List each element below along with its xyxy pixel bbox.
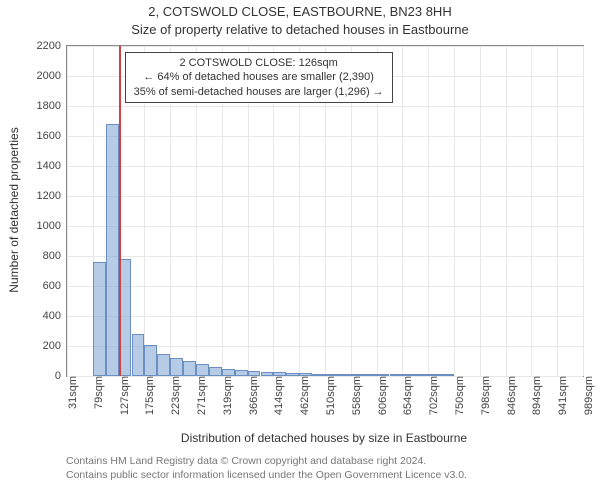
gridline-v: [531, 46, 532, 376]
gridline-v: [67, 46, 68, 376]
y-tick-label: 600: [43, 280, 67, 292]
y-tick-label: 400: [43, 310, 67, 322]
x-axis-title: Distribution of detached houses by size …: [181, 431, 467, 445]
x-tick-label: 31sqm: [63, 376, 79, 409]
histogram-bar: [106, 124, 119, 376]
y-tick-label: 1400: [37, 160, 67, 172]
y-tick-label: 1200: [37, 190, 67, 202]
histogram-bar: [157, 354, 170, 377]
histogram-bar: [183, 361, 196, 376]
footer-attribution: Contains HM Land Registry data © Crown c…: [66, 455, 467, 482]
histogram-bar: [312, 374, 325, 376]
x-tick-label: 702sqm: [424, 376, 440, 415]
x-tick-label: 79sqm: [89, 376, 105, 409]
plot-area: 0200400600800100012001400160018002000220…: [66, 45, 584, 377]
histogram-bar: [338, 374, 351, 376]
x-tick-label: 798sqm: [476, 376, 492, 415]
annotation-line1: 2 COTSWOLD CLOSE: 126sqm: [179, 57, 337, 69]
x-tick-label: 319sqm: [218, 376, 234, 415]
y-tick-label: 800: [43, 250, 67, 262]
gridline-v: [557, 46, 558, 376]
x-tick-label: 846sqm: [502, 376, 518, 415]
x-tick-label: 366sqm: [244, 376, 260, 415]
y-tick-label: 2200: [37, 40, 67, 52]
x-tick-label: 606sqm: [373, 376, 389, 415]
chart-container: { "titles": { "line1": "2, COTSWOLD CLOS…: [0, 0, 600, 500]
histogram-bar: [93, 262, 106, 376]
histogram-bar: [144, 345, 157, 377]
histogram-bar: [402, 374, 415, 376]
histogram-bar: [415, 374, 428, 376]
x-tick-label: 558sqm: [347, 376, 363, 415]
gridline-v: [480, 46, 481, 376]
histogram-bar: [390, 374, 403, 376]
histogram-bar: [170, 358, 183, 376]
y-tick-label: 200: [43, 340, 67, 352]
y-tick-label: 1600: [37, 130, 67, 142]
histogram-bar: [428, 374, 441, 376]
x-tick-label: 223sqm: [166, 376, 182, 415]
histogram-bar: [299, 373, 312, 376]
histogram-bar: [261, 372, 274, 377]
x-tick-label: 750sqm: [450, 376, 466, 415]
x-tick-label: 462sqm: [295, 376, 311, 415]
x-tick-label: 127sqm: [115, 376, 131, 415]
histogram-bar: [286, 373, 299, 376]
histogram-bar: [209, 367, 222, 376]
y-tick-label: 2000: [37, 70, 67, 82]
chart-subtitle: Size of property relative to detached ho…: [0, 22, 600, 37]
chart-title-address: 2, COTSWOLD CLOSE, EASTBOURNE, BN23 8HH: [0, 4, 600, 19]
x-tick-label: 654sqm: [398, 376, 414, 415]
x-tick-label: 175sqm: [140, 376, 156, 415]
x-tick-label: 941sqm: [553, 376, 569, 415]
histogram-bar: [248, 371, 261, 376]
gridline-v: [428, 46, 429, 376]
histogram-bar: [132, 334, 145, 376]
histogram-bar: [235, 370, 248, 376]
histogram-bar: [196, 364, 209, 376]
y-axis-title: Number of detached properties: [7, 110, 21, 310]
gridline-v: [506, 46, 507, 376]
footer-line1: Contains HM Land Registry data © Crown c…: [66, 455, 426, 467]
y-tick-label: 1800: [37, 100, 67, 112]
x-tick-label: 894sqm: [527, 376, 543, 415]
gridline-v: [454, 46, 455, 376]
x-tick-label: 510sqm: [321, 376, 337, 415]
x-tick-label: 989sqm: [579, 376, 595, 415]
annotation-box: 2 COTSWOLD CLOSE: 126sqm ← 64% of detache…: [125, 52, 393, 103]
x-tick-label: 414sqm: [269, 376, 285, 415]
histogram-bar: [222, 369, 235, 377]
histogram-bar: [351, 374, 364, 376]
annotation-line2: ← 64% of detached houses are smaller (2,…: [143, 71, 374, 83]
histogram-bar: [377, 374, 390, 376]
gridline-v: [583, 46, 584, 376]
histogram-bar: [325, 374, 338, 376]
x-tick-label: 271sqm: [192, 376, 208, 415]
gridline-v: [402, 46, 403, 376]
footer-line2: Contains public sector information licen…: [66, 469, 467, 481]
property-marker-line: [119, 46, 121, 376]
histogram-bar: [364, 374, 377, 376]
histogram-bar: [441, 374, 454, 376]
histogram-bar: [273, 372, 286, 376]
annotation-line3: 35% of semi-detached houses are larger (…: [134, 86, 384, 98]
y-tick-label: 1000: [37, 220, 67, 232]
